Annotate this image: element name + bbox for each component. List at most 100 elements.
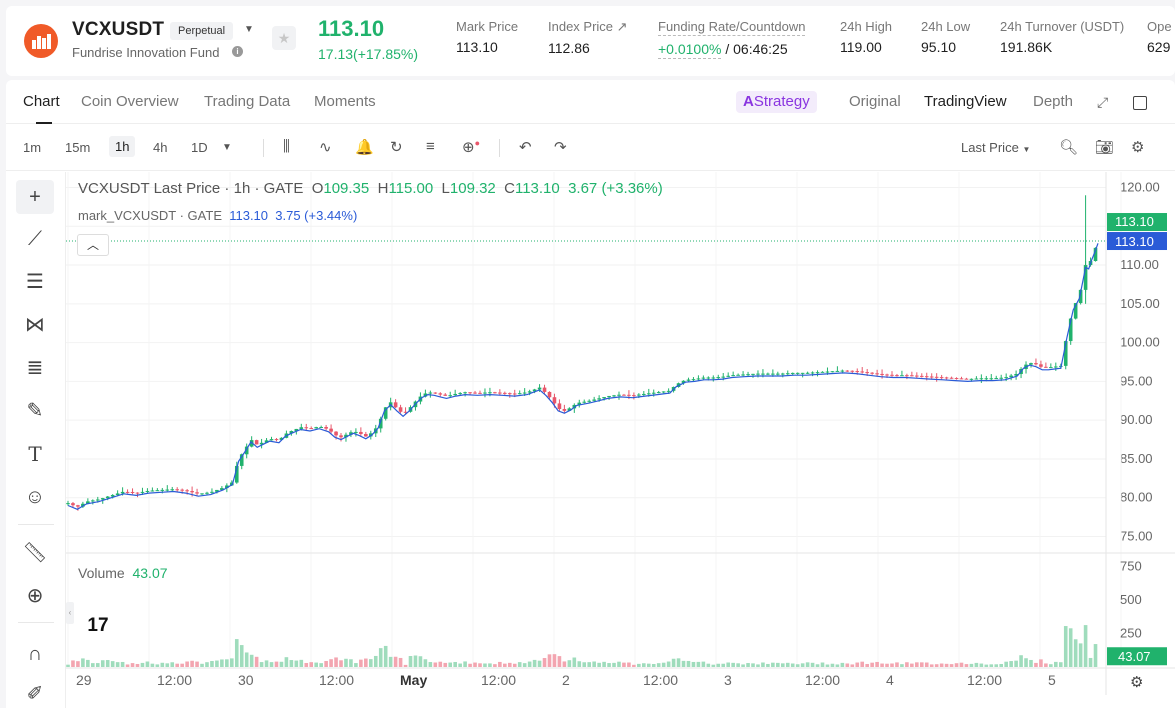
volume-value: 43.07 xyxy=(132,565,168,581)
candle-body xyxy=(403,411,408,413)
candle-body xyxy=(433,392,438,394)
stat-label: 24h High xyxy=(840,19,893,34)
view-depth[interactable]: Depth xyxy=(1033,93,1074,110)
fib-retracement-icon[interactable]: ≣ xyxy=(26,357,44,379)
stat-label: Mark Price xyxy=(456,19,519,34)
pattern-icon[interactable]: ⋈ xyxy=(25,314,45,336)
text-icon[interactable]: T xyxy=(28,442,42,466)
volume-bar xyxy=(870,662,874,667)
brush-icon[interactable]: ✎ xyxy=(26,400,44,422)
candle-body xyxy=(443,394,448,396)
magnet-icon[interactable]: ∩ xyxy=(27,643,43,665)
interval-4h[interactable]: 4h xyxy=(153,140,168,155)
candle-body xyxy=(656,392,661,394)
interval-1h[interactable]: 1h xyxy=(109,136,136,157)
candlestick-chart-svg[interactable]: 120.00 115.00 110.00 105.00 100.00 95.00 90.00… xyxy=(66,172,1175,708)
alert-bell-icon[interactable]: 🔔 xyxy=(355,139,374,156)
stat-funding-rate[interactable]: Funding Rate/Countdown +0.0100% / 06:46:… xyxy=(658,19,806,59)
candle-body xyxy=(825,371,830,373)
volume-bar xyxy=(473,662,477,667)
candle-body xyxy=(259,442,264,445)
info-icon[interactable]: i xyxy=(232,46,243,57)
tab-chart[interactable]: Chart xyxy=(23,93,60,110)
pane-resize-handle[interactable]: ‹ xyxy=(66,602,74,624)
crosshair-icon[interactable]: + xyxy=(16,180,54,214)
volume-bar xyxy=(815,664,820,667)
stat-index-price[interactable]: Index Price ↗ 112.86 xyxy=(548,19,628,56)
candle-body xyxy=(562,408,567,411)
candle-body xyxy=(383,407,388,419)
toolbar-divider xyxy=(263,139,264,157)
replay-icon[interactable]: ↻ xyxy=(390,139,403,156)
candle-body xyxy=(1078,289,1083,304)
mark-price-line xyxy=(67,243,1099,510)
candle-body xyxy=(488,392,492,394)
volume-bar xyxy=(1014,660,1018,667)
volume-bar xyxy=(398,657,403,667)
lock-icon[interactable]: ✐ xyxy=(26,683,44,705)
tradingview-logo-icon[interactable]: 17 xyxy=(87,615,109,636)
interval-1m[interactable]: 1m xyxy=(23,140,42,155)
candle-body xyxy=(552,397,557,404)
volume-bar xyxy=(100,660,105,667)
mark-price-tag xyxy=(1107,232,1167,251)
gear-icon[interactable]: ⚙ xyxy=(1131,139,1145,156)
collapse-legend-button[interactable]: ︿ xyxy=(77,234,109,256)
zoom-in-icon[interactable]: ⊕ xyxy=(26,585,44,607)
horizontal-lines-icon[interactable]: ☰ xyxy=(26,271,44,293)
candle-body xyxy=(522,392,527,394)
chevron-down-icon[interactable]: ▼ xyxy=(244,24,254,35)
interval-15m[interactable]: 15m xyxy=(65,140,91,155)
tab-trading-data[interactable]: Trading Data xyxy=(204,93,291,110)
favorite-star-icon[interactable]: ★ xyxy=(272,26,296,50)
interval-1d[interactable]: 1D xyxy=(191,140,208,155)
candle-body xyxy=(478,392,482,394)
popout-window-icon[interactable] xyxy=(1133,96,1147,110)
strategy-button[interactable]: AStrategy xyxy=(736,91,817,113)
volume-bar xyxy=(185,661,189,667)
view-original[interactable]: Original xyxy=(849,93,901,110)
candle-type-icon[interactable]: ⫼ xyxy=(283,138,290,155)
candle-body xyxy=(498,392,502,394)
tradingview-chart[interactable]: 120.00 115.00 110.00 105.00 100.00 95.00 90.00… xyxy=(66,172,1175,708)
add-indicator-icon[interactable]: ⊕● xyxy=(462,138,481,156)
indicators-icon[interactable]: ∿ xyxy=(319,139,332,156)
candle-body xyxy=(875,373,879,375)
emoji-icon[interactable]: ☺ xyxy=(24,486,46,508)
candle-body xyxy=(334,431,338,436)
volume-bar xyxy=(155,664,160,667)
trendline-icon[interactable]: ⟋ xyxy=(28,228,42,250)
ruler-icon[interactable]: 📏︎ xyxy=(22,542,48,564)
view-tradingview[interactable]: TradingView xyxy=(924,93,1007,110)
candle-body xyxy=(230,482,234,486)
tab-moments[interactable]: Moments xyxy=(314,93,376,110)
volume-bar xyxy=(726,662,730,667)
volume-bar xyxy=(81,658,85,667)
volume-bar xyxy=(368,659,373,667)
volume-bar xyxy=(344,658,348,667)
price-source-select[interactable]: Last Price ▼ xyxy=(961,140,1030,155)
candle-body xyxy=(393,402,398,408)
coin-logo xyxy=(24,24,58,58)
search-icon[interactable]: 🔍︎ xyxy=(1059,139,1079,156)
candle-body xyxy=(1014,374,1018,376)
volume-bar xyxy=(493,664,497,667)
expand-icon[interactable]: ⤢ xyxy=(1097,94,1109,110)
candle-body xyxy=(448,395,453,397)
candle-body xyxy=(254,440,259,445)
candle-body xyxy=(919,375,924,377)
candle-body xyxy=(617,394,621,396)
redo-icon[interactable]: ↷ xyxy=(554,139,567,156)
tab-coin-overview[interactable]: Coin Overview xyxy=(81,93,179,110)
pair-symbol[interactable]: VCXUSDT xyxy=(72,19,165,40)
undo-icon[interactable]: ↶ xyxy=(519,139,532,156)
candle-body xyxy=(895,375,899,377)
volume-bar xyxy=(919,662,924,667)
price-tick-label: 105.00 xyxy=(1120,296,1160,311)
volume-bar xyxy=(582,662,587,667)
volume-bar xyxy=(220,659,224,667)
camera-icon[interactable]: 📷︎ xyxy=(1095,139,1115,156)
volume-bar xyxy=(646,663,651,667)
templates-icon[interactable]: ≡ xyxy=(426,138,435,155)
interval-chevron-down-icon[interactable]: ▼ xyxy=(222,142,232,153)
